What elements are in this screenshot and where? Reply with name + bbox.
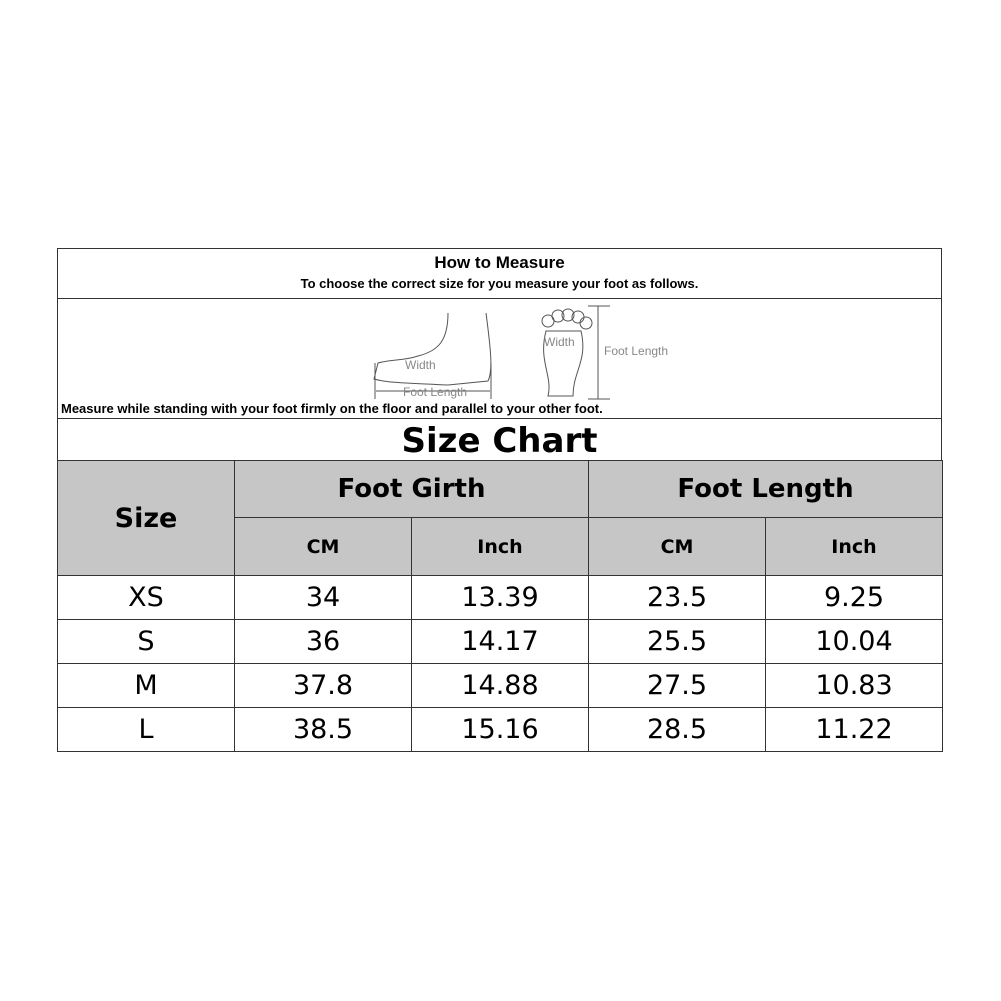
cell-length-cm: 23.5 xyxy=(588,575,766,620)
foot-diagram-illustration: Width Foot Length Width Foot Length xyxy=(373,305,668,400)
how-to-title: How to Measure xyxy=(434,253,565,272)
table-row: L 38.5 15.16 28.5 11.22 xyxy=(57,707,943,752)
cell-girth-inch: 13.39 xyxy=(411,575,589,620)
size-chart-table: Size Foot Girth Foot Length CM Inch CM I… xyxy=(57,460,943,752)
foot-length-header: Foot Length xyxy=(588,460,943,518)
cell-length-inch: 11.22 xyxy=(765,707,943,752)
svg-text:Foot Length: Foot Length xyxy=(604,344,668,358)
how-to-measure-header: How to Measure To choose the correct siz… xyxy=(57,248,942,299)
size-chart-title: Size Chart xyxy=(57,418,942,461)
cell-girth-inch: 15.16 xyxy=(411,707,589,752)
size-header: Size xyxy=(57,460,235,576)
cell-size: XS xyxy=(57,575,235,620)
foot-girth-header: Foot Girth xyxy=(234,460,589,518)
girth-cm-header: CM xyxy=(234,517,412,576)
svg-text:Width: Width xyxy=(405,358,436,372)
how-to-subtitle: To choose the correct size for you measu… xyxy=(300,276,699,291)
cell-girth-cm: 34 xyxy=(234,575,412,620)
cell-girth-cm: 38.5 xyxy=(234,707,412,752)
length-cm-header: CM xyxy=(588,517,766,576)
measure-diagram-section: Width Foot Length Width Foot Length Meas… xyxy=(57,298,942,419)
girth-inch-header: Inch xyxy=(411,517,589,576)
table-row: XS 34 13.39 23.5 9.25 xyxy=(57,575,943,620)
cell-size: M xyxy=(57,663,235,708)
cell-length-inch: 10.83 xyxy=(765,663,943,708)
cell-length-inch: 10.04 xyxy=(765,619,943,664)
svg-text:Foot Length: Foot Length xyxy=(403,385,467,399)
cell-girth-cm: 37.8 xyxy=(234,663,412,708)
cell-length-cm: 25.5 xyxy=(588,619,766,664)
cell-girth-inch: 14.17 xyxy=(411,619,589,664)
table-row: S 36 14.17 25.5 10.04 xyxy=(57,619,943,664)
svg-text:Width: Width xyxy=(544,335,575,349)
cell-girth-inch: 14.88 xyxy=(411,663,589,708)
measure-note: Measure while standing with your foot fi… xyxy=(61,401,603,416)
cell-length-cm: 28.5 xyxy=(588,707,766,752)
cell-length-cm: 27.5 xyxy=(588,663,766,708)
cell-size: L xyxy=(57,707,235,752)
length-inch-header: Inch xyxy=(765,517,943,576)
cell-size: S xyxy=(57,619,235,664)
table-row: M 37.8 14.88 27.5 10.83 xyxy=(57,663,943,708)
cell-girth-cm: 36 xyxy=(234,619,412,664)
cell-length-inch: 9.25 xyxy=(765,575,943,620)
